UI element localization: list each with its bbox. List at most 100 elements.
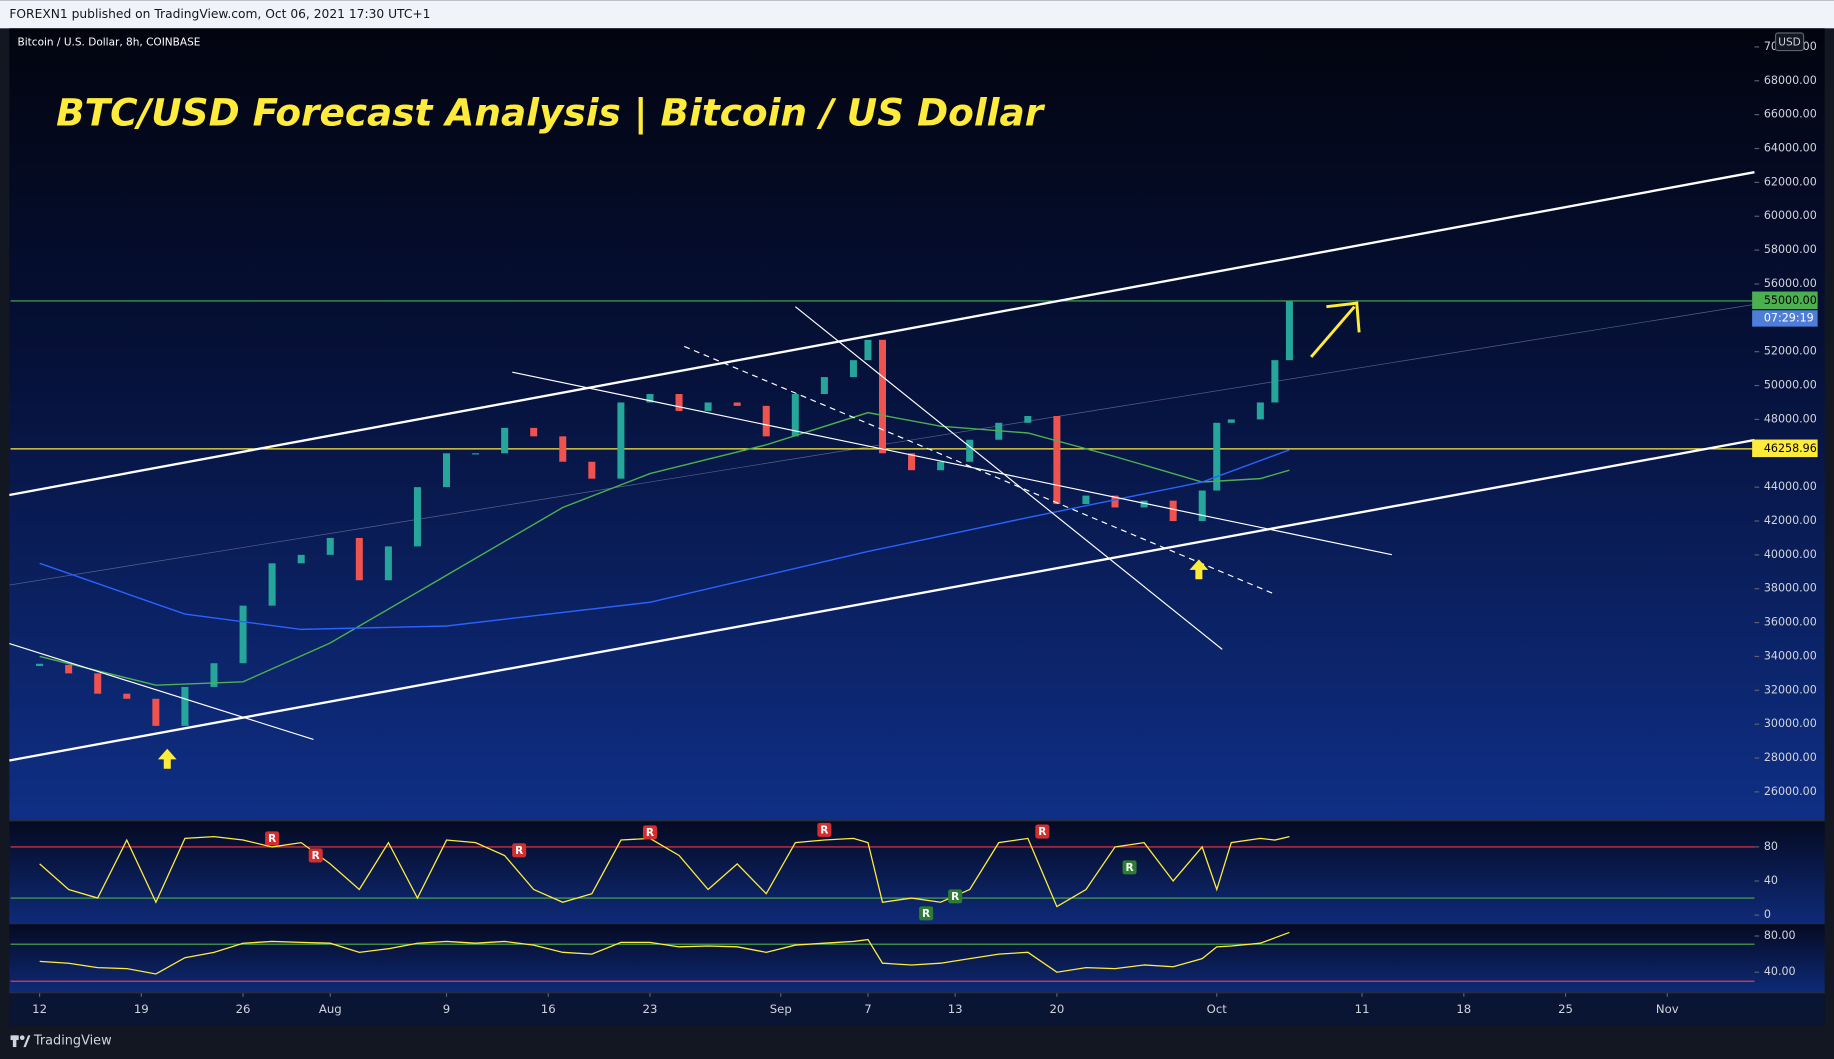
overlay-drawings bbox=[9, 171, 1755, 769]
channel-upper bbox=[9, 171, 1755, 497]
y-tick-label: 68000.00 bbox=[1764, 74, 1817, 87]
candle bbox=[588, 461, 596, 479]
y-tick-label: 26000.00 bbox=[1764, 785, 1817, 798]
oscillator-line bbox=[39, 931, 1290, 975]
candle bbox=[791, 394, 799, 437]
candle bbox=[820, 377, 828, 395]
divergence-label: R bbox=[268, 833, 276, 845]
symbol-label: Bitcoin / U.S. Dollar, 8h, COINBASE bbox=[18, 36, 201, 48]
candle bbox=[1111, 495, 1119, 508]
chart-title: BTC/USD Forecast Analysis | Bitcoin / US… bbox=[56, 90, 1046, 135]
y-tick-label: 40000.00 bbox=[1764, 548, 1817, 561]
divergence-tag bbox=[919, 906, 934, 921]
divergence-label: R bbox=[1125, 862, 1133, 874]
candle bbox=[1213, 422, 1221, 491]
divergence-tag bbox=[948, 889, 963, 904]
x-tick-label: 9 bbox=[443, 1002, 450, 1016]
candle bbox=[1285, 300, 1293, 361]
oscillator-line bbox=[39, 836, 1290, 908]
candle bbox=[268, 563, 276, 606]
candle bbox=[239, 605, 247, 664]
x-tick-label: 16 bbox=[541, 1002, 556, 1016]
header-bar bbox=[0, 0, 1834, 29]
stoch-pane bbox=[9, 821, 1825, 924]
y-tick-label: 58000.00 bbox=[1764, 243, 1817, 256]
y-tick-label: 30000.00 bbox=[1764, 717, 1817, 730]
y-tick-label: 66000.00 bbox=[1764, 108, 1817, 121]
x-tick-label: 11 bbox=[1355, 1002, 1370, 1016]
candle bbox=[65, 664, 73, 674]
time-axis bbox=[9, 993, 1825, 1027]
down-channel bbox=[794, 306, 1223, 650]
candle bbox=[1053, 416, 1061, 505]
countdown-tag bbox=[1752, 310, 1818, 327]
trend-line bbox=[9, 642, 314, 741]
candle bbox=[966, 439, 974, 462]
divergence-tag bbox=[1122, 860, 1137, 875]
level-tag-label: 46258.96 bbox=[1764, 442, 1817, 455]
candle bbox=[530, 427, 538, 437]
divergence-tag bbox=[308, 848, 323, 863]
candle bbox=[559, 436, 567, 462]
divergence-label: R bbox=[1038, 826, 1046, 838]
divergence-tag bbox=[642, 825, 657, 840]
y-tick-label: 40.00 bbox=[1764, 965, 1796, 978]
header-text: FOREXN1 published on TradingView.com, Oc… bbox=[9, 7, 430, 21]
x-tick-label: Aug bbox=[319, 1002, 342, 1016]
countdown: 07:29:19 bbox=[1764, 311, 1814, 324]
x-tick-label: 13 bbox=[948, 1002, 963, 1016]
candle bbox=[472, 453, 480, 455]
candle bbox=[326, 537, 334, 555]
x-tick-label: 25 bbox=[1558, 1002, 1573, 1016]
y-tick-label: 32000.00 bbox=[1764, 683, 1817, 696]
y-tick-label: 60000.00 bbox=[1764, 209, 1817, 222]
divergence-label: R bbox=[820, 824, 828, 836]
y-tick-label: 48000.00 bbox=[1764, 412, 1817, 425]
divergence-tag bbox=[817, 822, 832, 837]
candle bbox=[1227, 419, 1235, 423]
target-arrow bbox=[1310, 305, 1356, 358]
channel-lower bbox=[9, 438, 1755, 762]
y-tick-label: 50000.00 bbox=[1764, 379, 1817, 392]
candle bbox=[1082, 495, 1090, 505]
x-tick-label: 12 bbox=[32, 1002, 47, 1016]
x-tick-label: Nov bbox=[1656, 1002, 1679, 1016]
footer-bar bbox=[0, 1026, 1834, 1059]
target-arrow-head bbox=[1326, 301, 1361, 333]
up-arrow bbox=[1189, 559, 1209, 580]
candle bbox=[937, 461, 945, 471]
x-tick-label: Sep bbox=[770, 1002, 792, 1016]
candle bbox=[297, 554, 305, 564]
candle bbox=[1140, 500, 1148, 508]
y-tick-label: 52000.00 bbox=[1764, 345, 1817, 358]
divergence-tag bbox=[265, 831, 280, 846]
price-axis: 26000.00 28000.00 30000.00 32000.00 34000.00… bbox=[32, 32, 1818, 1016]
x-tick-label: 7 bbox=[864, 1002, 871, 1016]
x-tick-label: 20 bbox=[1049, 1002, 1064, 1016]
y-tick-label: 64000.00 bbox=[1764, 142, 1817, 155]
main-pane bbox=[9, 28, 1825, 821]
candle bbox=[1256, 402, 1264, 420]
y-tick-label: 80.00 bbox=[1764, 929, 1796, 942]
candle bbox=[849, 360, 857, 378]
logo-part bbox=[19, 1035, 25, 1041]
candle bbox=[675, 394, 683, 411]
candle bbox=[355, 537, 363, 581]
marks: R R R R R R R R R bbox=[10, 300, 1755, 982]
y-tick-label: 44000.00 bbox=[1764, 480, 1817, 493]
y-tick-label: 80 bbox=[1764, 840, 1778, 853]
candle bbox=[501, 427, 509, 454]
currency-box bbox=[1774, 32, 1805, 52]
down-channel-mid bbox=[684, 345, 1273, 594]
level-tag bbox=[1752, 439, 1818, 458]
candle bbox=[181, 686, 189, 726]
y-tick-label: 28000.00 bbox=[1764, 751, 1817, 764]
y-tick-label: 42000.00 bbox=[1764, 514, 1817, 527]
y-tick-label: 38000.00 bbox=[1764, 582, 1817, 595]
x-tick-label: Oct bbox=[1207, 1002, 1228, 1016]
candle bbox=[646, 394, 654, 403]
candle bbox=[443, 453, 451, 488]
y-tick-label: 0 bbox=[1764, 908, 1771, 921]
